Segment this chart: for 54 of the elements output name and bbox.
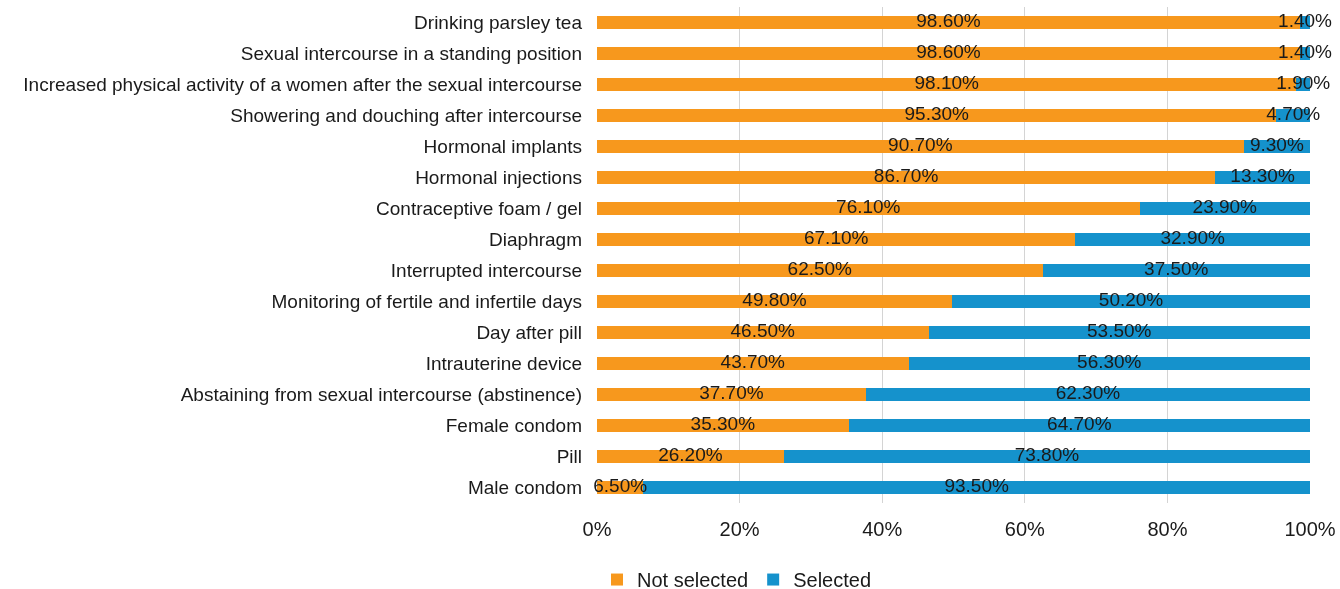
data-label: 56.30% [1077, 351, 1142, 373]
x-tick-label: 80% [1147, 518, 1188, 540]
data-label: 93.50% [944, 475, 1009, 497]
x-tick-label: 40% [862, 518, 903, 540]
data-label: 43.70% [720, 351, 786, 373]
data-label: 49.80% [742, 289, 807, 311]
data-label: 98.10% [914, 72, 980, 94]
data-label: 37.50% [1144, 258, 1209, 280]
data-label: 46.50% [730, 320, 796, 342]
data-label: 53.50% [1087, 320, 1152, 342]
data-label: 76.10% [836, 196, 901, 218]
data-label: 1.90% [1276, 72, 1331, 94]
x-tick-label: 100% [1284, 518, 1336, 540]
data-label: 1.40% [1278, 10, 1333, 32]
data-label: 1.40% [1278, 41, 1333, 63]
legend-label: Not selected [637, 569, 749, 589]
y-tick-label: Interrupted intercourse [390, 260, 582, 282]
y-tick-label: Increased physical activity of a women after the sexual intercourse [23, 74, 582, 96]
y-tick-label: Diaphragm [489, 229, 582, 251]
data-label: 98.60% [916, 10, 981, 32]
data-label: 90.70% [888, 134, 953, 156]
y-tick-label: Abstaining from sexual intercourse (abstinence) [180, 384, 582, 406]
data-label: 98.60% [916, 41, 981, 63]
y-tick-label: Hormonal injections [415, 167, 582, 189]
legend-label: Selected [793, 569, 872, 589]
data-label: 9.30% [1249, 134, 1304, 156]
data-label: 62.50% [787, 258, 853, 280]
data-label: 64.70% [1047, 413, 1112, 435]
data-label: 73.80% [1014, 444, 1080, 466]
y-tick-label: Pill [556, 446, 582, 468]
y-tick-label: Sexual intercourse in a standing position [240, 43, 582, 65]
x-tick-label: 0% [582, 518, 612, 540]
data-label: 23.90% [1192, 196, 1258, 218]
y-tick-label: Showering and douching after intercourse [230, 105, 582, 127]
y-tick-label: Hormonal implants [423, 136, 582, 158]
data-label: 32.90% [1160, 227, 1226, 249]
data-label: 62.30% [1055, 382, 1121, 404]
y-tick-label: Intrauterine device [425, 353, 582, 375]
data-label: 13.30% [1230, 165, 1295, 187]
data-label: 67.10% [803, 227, 869, 249]
data-label: 35.30% [690, 413, 756, 435]
y-tick-label: Contraceptive foam / gel [376, 198, 582, 220]
data-label: 50.20% [1098, 289, 1164, 311]
y-tick-label: Monitoring of fertile and infertile days [271, 291, 582, 313]
y-tick-label: Female condom [445, 415, 582, 437]
data-label: 95.30% [904, 103, 970, 125]
data-label: 86.70% [873, 165, 939, 187]
x-tick-label: 20% [719, 518, 760, 540]
y-tick-label: Male condom [467, 477, 582, 499]
x-tick-label: 60% [1004, 518, 1046, 540]
data-label: 26.20% [658, 444, 723, 466]
y-tick-label: Drinking parsley tea [414, 12, 583, 34]
data-label: 37.70% [699, 382, 764, 404]
y-tick-label: Day after pill [476, 322, 582, 344]
